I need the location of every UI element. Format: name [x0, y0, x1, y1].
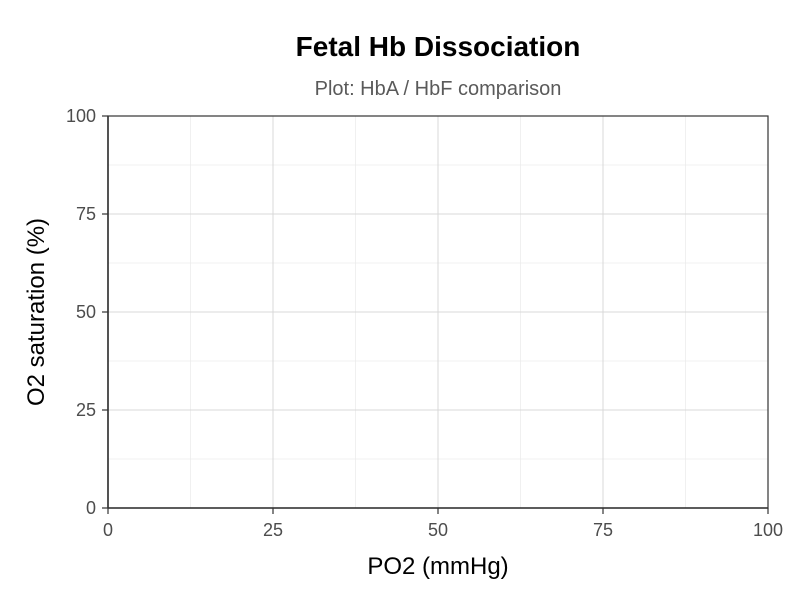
y-axis-title: O2 saturation (%) — [23, 218, 50, 406]
chart-subtitle: Plot: HbA / HbF comparison — [315, 78, 562, 100]
y-tick-label: 100 — [66, 106, 96, 126]
x-axis-title: PO2 (mmHg) — [367, 553, 508, 580]
y-tick-label: 25 — [76, 400, 96, 420]
y-tick-label: 50 — [76, 302, 96, 322]
y-axis-ticks: 0 25 50 75 100 — [66, 106, 108, 518]
y-tick-label: 75 — [76, 204, 96, 224]
x-tick-label: 0 — [103, 520, 113, 540]
x-tick-label: 75 — [593, 520, 613, 540]
x-tick-label: 100 — [753, 520, 783, 540]
x-axis-ticks: 0 25 50 75 100 — [103, 508, 783, 540]
chart-title: Fetal Hb Dissociation — [296, 31, 581, 62]
x-tick-label: 50 — [428, 520, 448, 540]
y-tick-label: 0 — [86, 498, 96, 518]
major-gridlines — [107, 115, 769, 509]
x-tick-label: 25 — [263, 520, 283, 540]
